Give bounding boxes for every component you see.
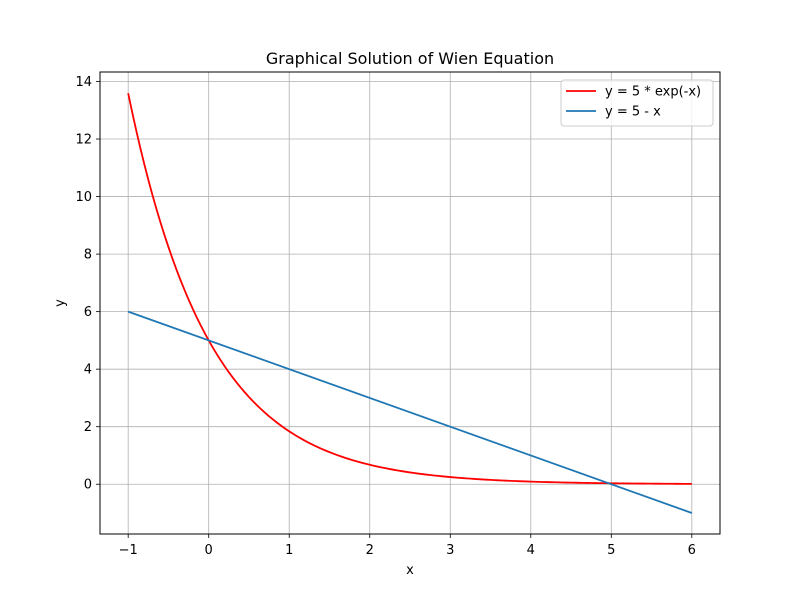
x-tick-label: 0 — [205, 543, 213, 558]
x-axis-label: x — [406, 563, 414, 578]
x-tick-label: 2 — [366, 543, 374, 558]
x-tick-label: 1 — [285, 543, 293, 558]
y-tick-label: 2 — [84, 420, 92, 435]
y-tick-label: 0 — [84, 478, 92, 493]
legend-label-linear: y = 5 - x — [605, 105, 661, 120]
series-line-linear — [127, 310, 693, 514]
y-tick-label: 4 — [84, 363, 92, 378]
y-tick-label: 14 — [75, 75, 92, 90]
legend-box — [560, 79, 714, 127]
grid-layer — [100, 72, 720, 534]
chart-title: Graphical Solution of Wien Equation — [266, 49, 554, 68]
x-tick-label: 6 — [688, 543, 696, 558]
x-tick-label: −1 — [119, 543, 138, 558]
x-tick-label: 5 — [607, 543, 615, 558]
y-tick-label: 8 — [84, 248, 92, 263]
y-axis-label: y — [53, 299, 68, 307]
plot-frame — [99, 71, 721, 535]
x-tick-label: 3 — [446, 543, 454, 558]
y-tick-label: 12 — [75, 133, 92, 148]
plot-background — [100, 72, 720, 534]
x-tick-label: 4 — [527, 543, 535, 558]
legend: y = 5 * exp(-x) y = 5 - x — [560, 79, 714, 127]
y-tick-label: 10 — [75, 190, 92, 205]
legend-label-exp: y = 5 * exp(-x) — [605, 85, 701, 100]
y-tick-label: 6 — [84, 305, 92, 320]
series-line-exp — [127, 93, 692, 485]
series-layer — [127, 93, 693, 514]
